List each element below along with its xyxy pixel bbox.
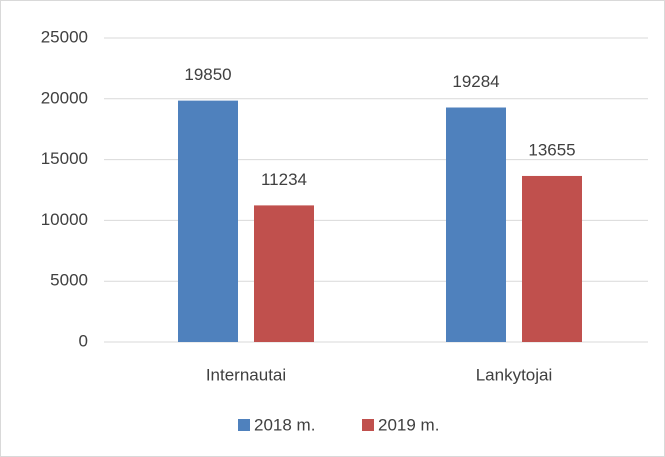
bar	[178, 100, 238, 343]
legend-label: 2019 m.	[378, 415, 439, 434]
legend-label: 2018 m.	[254, 415, 315, 434]
x-tick-label: Internautai	[206, 365, 286, 384]
data-label: 19850	[184, 65, 231, 84]
data-label: 19284	[452, 72, 499, 91]
data-label: 13655	[528, 140, 575, 159]
legend-swatch	[362, 419, 374, 431]
y-tick-label: 15000	[41, 149, 88, 168]
y-tick-label: 25000	[41, 27, 88, 46]
data-label: 11234	[261, 170, 307, 189]
x-tick-label: Lankytojai	[476, 365, 553, 384]
bar	[446, 107, 506, 342]
bar	[522, 175, 582, 342]
y-tick-label: 10000	[41, 210, 88, 229]
y-tick-label: 20000	[41, 88, 88, 107]
y-tick-label: 0	[79, 331, 88, 350]
bar	[254, 205, 314, 342]
legend-swatch	[238, 419, 250, 431]
y-tick-label: 5000	[50, 271, 88, 290]
